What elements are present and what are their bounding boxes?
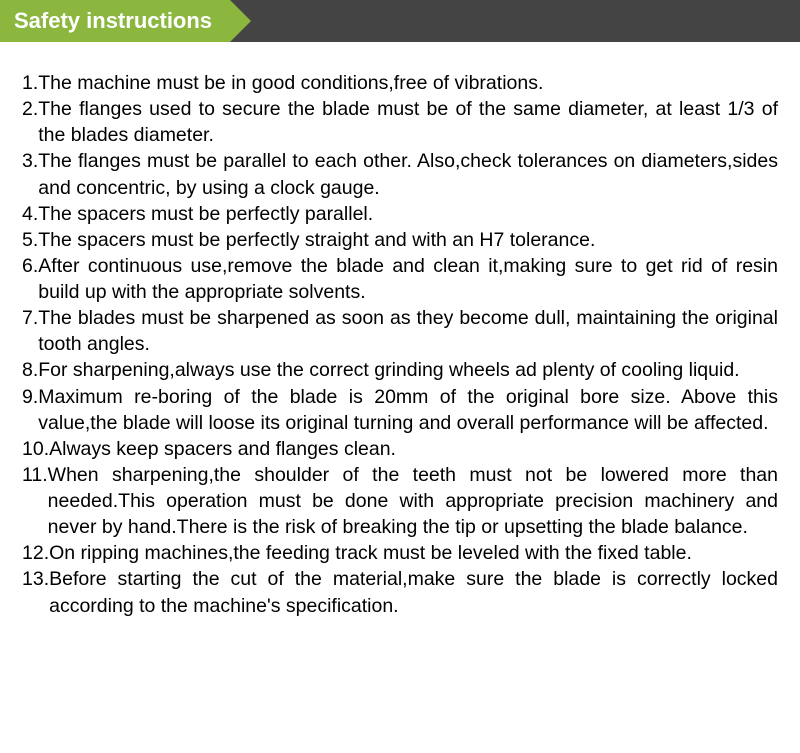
list-item: 6. After continuous use,remove the blade…	[22, 253, 778, 305]
header-bar: Safety instructions	[0, 0, 800, 42]
item-text: The flanges must be parallel to each oth…	[38, 148, 778, 200]
header-title: Safety instructions	[14, 8, 212, 34]
list-item: 2. The flanges used to secure the blade …	[22, 96, 778, 148]
item-text: The flanges used to secure the blade mus…	[38, 96, 778, 148]
item-number: 13.	[22, 566, 49, 618]
list-item: 4. The spacers must be perfectly paralle…	[22, 201, 778, 227]
item-number: 3.	[22, 148, 38, 200]
item-text: After continuous use,remove the blade an…	[38, 253, 778, 305]
item-text: The spacers must be perfectly straight a…	[38, 227, 778, 253]
list-item: 1. The machine must be in good condition…	[22, 70, 778, 96]
instruction-list: 1. The machine must be in good condition…	[22, 70, 778, 619]
list-item: 13. Before starting the cut of the mater…	[22, 566, 778, 618]
list-item: 10. Always keep spacers and flanges clea…	[22, 436, 778, 462]
item-text: The spacers must be perfectly parallel.	[38, 201, 778, 227]
list-item: 7. The blades must be sharpened as soon …	[22, 305, 778, 357]
item-number: 11.	[22, 462, 48, 540]
item-text: Before starting the cut of the material,…	[49, 566, 778, 618]
item-text: Always keep spacers and flanges clean.	[49, 436, 778, 462]
item-text: The blades must be sharpened as soon as …	[38, 305, 778, 357]
item-number: 9.	[22, 384, 38, 436]
item-number: 1.	[22, 70, 38, 96]
item-number: 12.	[22, 540, 49, 566]
item-text: On ripping machines,the feeding track mu…	[49, 540, 778, 566]
item-number: 4.	[22, 201, 38, 227]
list-item: 5. The spacers must be perfectly straigh…	[22, 227, 778, 253]
item-number: 8.	[22, 357, 38, 383]
list-item: 12. On ripping machines,the feeding trac…	[22, 540, 778, 566]
item-number: 6.	[22, 253, 38, 305]
header-tab: Safety instructions	[0, 0, 230, 42]
list-item: 11. When sharpening,the shoulder of the …	[22, 462, 778, 540]
item-number: 5.	[22, 227, 38, 253]
instructions-content: 1. The machine must be in good condition…	[0, 42, 800, 639]
item-text: For sharpening,always use the correct gr…	[38, 357, 778, 383]
item-text: Maximum re-boring of the blade is 20mm o…	[38, 384, 778, 436]
list-item: 9. Maximum re-boring of the blade is 20m…	[22, 384, 778, 436]
item-text: The machine must be in good conditions,f…	[38, 70, 778, 96]
list-item: 8. For sharpening,always use the correct…	[22, 357, 778, 383]
list-item: 3. The flanges must be parallel to each …	[22, 148, 778, 200]
item-number: 2.	[22, 96, 38, 148]
item-text: When sharpening,the shoulder of the teet…	[48, 462, 778, 540]
item-number: 7.	[22, 305, 38, 357]
item-number: 10.	[22, 436, 49, 462]
